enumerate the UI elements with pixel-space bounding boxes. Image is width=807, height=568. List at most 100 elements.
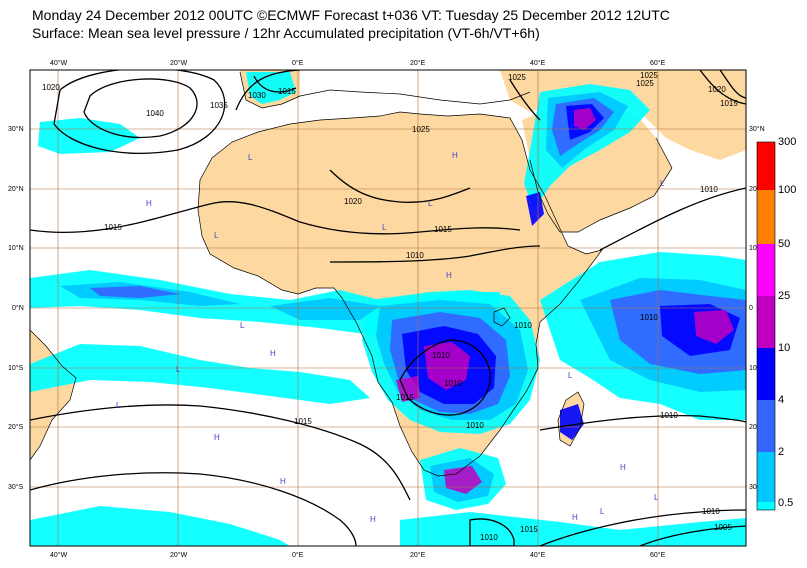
coastlines [30,71,673,477]
lake-victoria [493,307,511,327]
legend-swatch-2 [757,452,775,502]
lon-label-bottom: 60°E [650,551,666,559]
legend-label-4: 4 [778,394,785,406]
lon-label-top: 40°W [50,59,68,67]
chart-title-line-1: Monday 24 December 2012 00UTC ©ECMWF For… [32,7,670,23]
lon-label-top: 60°E [650,59,666,67]
lat-label-left: 0°N [12,304,24,312]
mediterranean-coast [299,89,531,105]
legend-swatch-4 [757,400,775,452]
lat-label-right: 30°N [749,125,765,133]
isobar-label: 1010 [444,379,462,388]
precip-heavy-atlantic [90,286,180,298]
legend-label-0-5: 0.5 [778,497,794,509]
lat-label-left: 30°S [8,483,24,491]
isobar-1010-east [599,187,746,251]
legend-label-50: 50 [778,238,791,250]
isobar-label: 1020 [344,197,362,206]
lon-label-top: 40°E [530,59,546,67]
lat-label-left: 20°S [8,423,24,431]
lat-label-left: 20°N [8,185,24,193]
lon-label-top: 20°E [410,59,426,67]
pressure-centres: H H H H H H H H H L L L L L L L L L L L [116,151,665,524]
legend-swatch-10 [757,348,775,400]
lat-label-right: 20 [749,186,757,193]
high-marker: H [280,477,286,486]
isobar-label: 1015 [434,225,452,234]
isobar-1035-ring [53,70,226,154]
isobar-label: 1015 [720,99,738,108]
precip-southern-ocean [30,506,290,546]
low-marker: L [660,179,665,188]
precip-legend [756,141,776,511]
isobar-1010-africa-inner [399,339,491,416]
isobar-1015-east [719,70,746,99]
legend-swatch-0-5 [757,502,775,510]
legend-label-100: 100 [778,184,797,196]
isobar-label: 1005 [714,523,732,532]
isobars [30,70,746,546]
isobar-1030-iberia [253,75,297,93]
graticule [30,70,746,546]
isobar-label: 1020 [708,85,726,94]
lat-label-right: 30 [749,484,757,491]
atlas-coast-land [180,96,246,150]
isobar-label: 1025 [508,73,526,82]
high-marker: H [452,151,458,160]
isobar-label: 1030 [248,91,266,100]
lat-label-left: 10°S [8,364,24,372]
legend-frame [756,141,776,511]
high-marker: H [146,199,152,208]
low-marker: L [600,507,605,516]
isobar-label: 1025 [636,79,654,88]
high-marker: H [270,349,276,358]
high-marker: H [370,515,376,524]
low-marker: L [654,493,659,502]
legend-label-300: 300 [778,136,797,148]
isobar-1020-east [699,70,746,105]
low-marker: L [116,401,121,410]
low-marker: L [176,365,181,374]
lat-label-left: 10°N [8,244,24,252]
isobar-1015-sahara [30,200,521,235]
isobar-label: 1010 [640,313,658,322]
precipitation-layer [30,72,746,546]
lon-label-bottom: 20°W [170,551,188,559]
precip-very-intense-indian [694,310,734,344]
isobar-label: 1015 [520,525,538,534]
south-america-coastline [30,329,77,461]
isobar-label: 1025 [412,125,430,134]
isobar-1010-south [539,414,746,431]
isobar-label: 1025 [640,71,658,80]
precip-moderate-gulf-guinea [270,298,380,320]
latitude-labels-left: 30°N 20°N 10°N 0°N 10°S 20°S 30°S [8,125,24,491]
isobar-1010-cape [469,518,515,546]
low-marker: L [248,153,253,162]
precip-very-intense-congo [424,342,470,390]
isobar-label: 1010 [466,421,484,430]
isobar-label: 1010 [700,185,718,194]
precip-very-intense-angola [396,376,420,402]
isobar-1020-south-atlantic [30,472,357,546]
isobar-1005-south [639,525,746,546]
legend-label-2: 2 [778,446,785,458]
lon-label-bottom: 40°E [530,551,546,559]
isobar-label: 1040 [146,109,164,118]
isobar-label: 1035 [210,101,228,110]
madagascar-coastline [557,391,585,447]
iberia-coastline [239,71,301,109]
isobar-label: 1010 [514,321,532,330]
high-marker: H [620,463,626,472]
longitude-labels-top: 40°W 20°W 0°E 20°E 40°E 60°E [50,59,666,67]
high-marker: H [572,513,578,522]
legend-label-25: 25 [778,290,791,302]
precip-west-atlantic-north [38,118,140,154]
latitude-labels-right: 30°N 20 10 0 10 20 30 [749,125,765,491]
isobar-labels: 1020 1030 1035 1040 1015 1025 1025 1015 … [42,71,738,542]
precip-band-south-atlantic [30,344,370,404]
lon-label-bottom: 40°W [50,551,68,559]
lat-label-right: 0 [749,305,753,312]
isobar-1025-middle-east [509,79,541,121]
